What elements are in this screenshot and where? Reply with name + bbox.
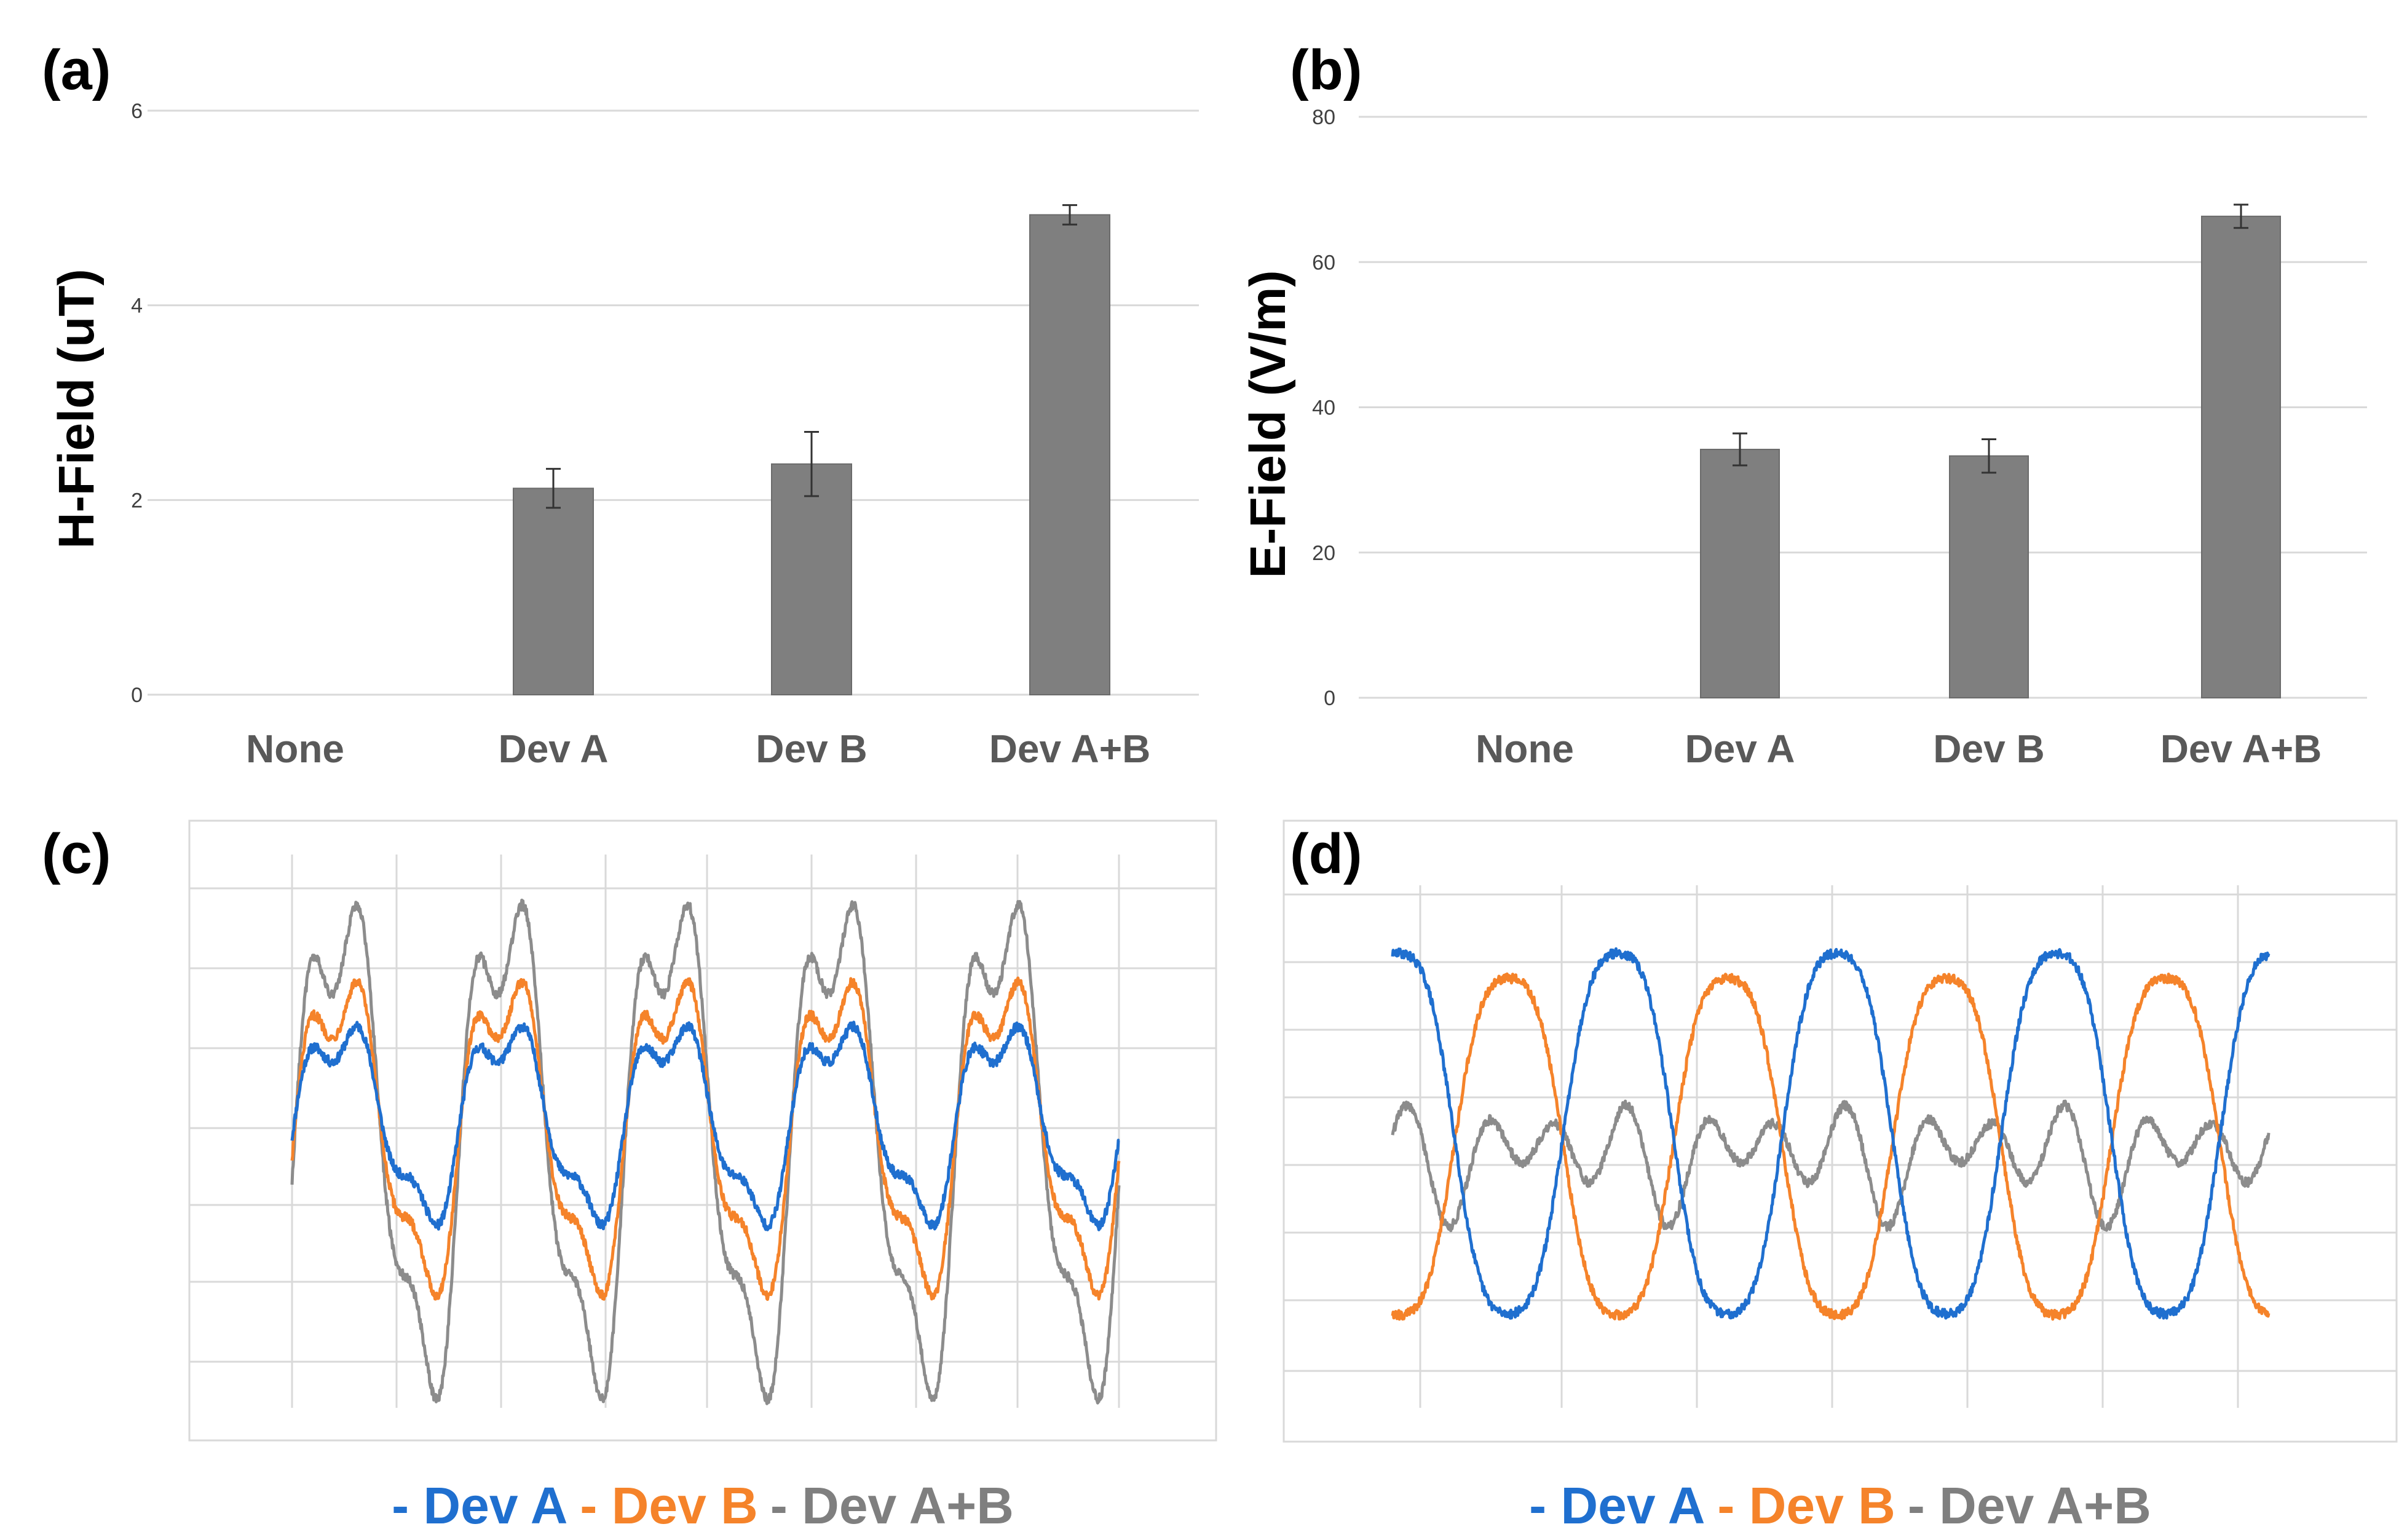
b-error-bar [1982, 438, 1996, 474]
c-legend-dash-dev-b: - [580, 1477, 611, 1534]
a-bar-dev-a-b [1029, 214, 1110, 695]
b-bar-dev-a [1700, 449, 1780, 698]
c-series-dev-a-b [290, 898, 1121, 1405]
panel-label-b: (b) [1290, 39, 1362, 101]
panel-label-d: (d) [1290, 823, 1362, 885]
a-y-tick-label: 0 [131, 684, 143, 707]
c-gridlines [189, 855, 1216, 1408]
d-legend: - Dev A- Dev B- Dev A+B [1529, 1477, 2151, 1534]
a-category-label: None [246, 727, 344, 771]
d-legend-dev-ab: Dev A+B [1939, 1477, 2151, 1534]
panel-d-waveform-chart: (d) - Dev A- Dev B- Dev A+B [1283, 819, 2398, 1534]
a-bar-dev-b [771, 463, 852, 695]
c-legend: - Dev A- Dev B- Dev A+B [392, 1477, 1014, 1534]
c-legend-dev-ab: Dev A+B [802, 1477, 1014, 1534]
b-error-bar [2234, 203, 2248, 229]
b-y-tick-label: 80 [1312, 106, 1335, 129]
panel-label-a: (a) [42, 39, 111, 101]
c-plot-border [188, 819, 1217, 1442]
b-category-label: Dev A [1685, 727, 1795, 771]
c-legend-dev-b: Dev B [612, 1477, 758, 1534]
b-bar-dev-b [1949, 455, 2029, 698]
b-y-tick-label: 40 [1312, 397, 1335, 420]
b-gridlines [1359, 116, 2367, 699]
b-y-tick-labels: 0 20 40 60 80 [1312, 106, 1335, 710]
a-y-tick-label: 6 [131, 100, 143, 123]
d-series-lines [1391, 947, 2271, 1321]
a-y-tick-label: 4 [131, 294, 143, 318]
a-category-label: Dev B [756, 727, 867, 771]
a-y-tick-label: 2 [131, 489, 143, 512]
a-gridlines [148, 109, 1199, 696]
a-category-labels: None Dev A Dev B Dev A+B [246, 727, 1150, 771]
panel-b-e-field-bar-chart: (b) 0 20 40 60 80 None Dev A Dev B Dev A+B E-Fi… [1240, 39, 2367, 771]
a-y-axis-label: H-Field (uT) [49, 269, 105, 548]
panel-c-waveform-chart: (c) - Dev A- Dev B- Dev A+B [42, 819, 1217, 1534]
d-legend-dev-a: Dev A [1560, 1477, 1705, 1534]
d-legend-dash-dev-a: - [1529, 1477, 1560, 1534]
a-error-bar [546, 468, 561, 509]
b-bars [1700, 215, 2281, 698]
d-legend-dash-dev-ab: - [1908, 1477, 1939, 1534]
c-series-lines [290, 898, 1121, 1405]
a-bars [513, 214, 1110, 695]
a-category-label: Dev A+B [989, 727, 1151, 771]
b-category-labels: None Dev A Dev B Dev A+B [1476, 727, 2322, 771]
a-error-bars [546, 204, 1077, 509]
a-category-label: Dev A [498, 727, 608, 771]
b-category-label: Dev A+B [2160, 727, 2322, 771]
b-y-tick-label: 60 [1312, 251, 1335, 274]
a-error-bar [1062, 204, 1077, 226]
a-y-tick-labels: 0 2 4 6 [131, 100, 143, 707]
a-bar-dev-a [513, 488, 594, 695]
d-gridlines [1284, 885, 2397, 1408]
b-category-label: None [1476, 727, 1574, 771]
d-plot-border [1283, 819, 2398, 1443]
b-error-bars [1733, 203, 2248, 474]
panel-label-c: (c) [42, 823, 111, 885]
c-legend-dash-dev-ab: - [770, 1477, 802, 1534]
d-series-dev-b [1391, 972, 2271, 1321]
b-y-tick-label: 0 [1324, 687, 1335, 710]
a-error-bar [804, 431, 819, 497]
c-legend-dash-dev-a: - [392, 1477, 423, 1534]
d-legend-dev-b: Dev B [1749, 1477, 1895, 1534]
c-legend-dev-a: Dev A [423, 1477, 567, 1534]
c-series-dev-b [290, 976, 1121, 1301]
c-series-dev-a [290, 1021, 1120, 1231]
b-y-axis-label: E-Field (V/m) [1240, 270, 1296, 578]
b-bar-dev-a-b [2201, 215, 2281, 698]
b-category-label: Dev B [1933, 727, 2044, 771]
d-series-dev-a-b [1391, 1099, 2271, 1233]
b-y-tick-label: 20 [1312, 542, 1335, 565]
d-series-dev-a [1391, 947, 2271, 1320]
d-legend-dash-dev-b: - [1717, 1477, 1749, 1534]
panel-a-h-field-bar-chart: (a) 0 2 4 6 None Dev A Dev B Dev A+B H-Field (… [42, 39, 1199, 771]
b-error-bar [1733, 432, 1747, 467]
